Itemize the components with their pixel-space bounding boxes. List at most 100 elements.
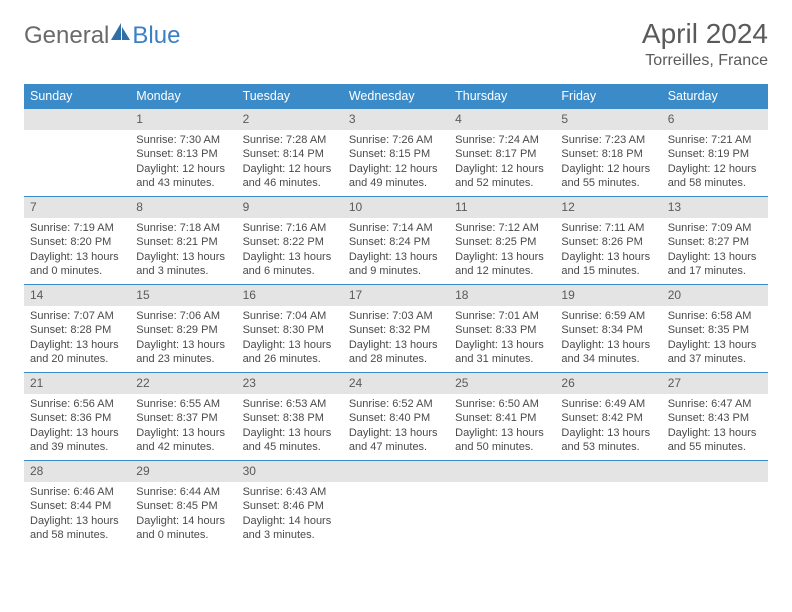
day-number: 5 — [555, 108, 661, 130]
calendar-cell: 22Sunrise: 6:55 AMSunset: 8:37 PMDayligh… — [130, 372, 236, 460]
sunrise-text: Sunrise: 6:43 AM — [243, 485, 337, 499]
calendar-cell: 2Sunrise: 7:28 AMSunset: 8:14 PMDaylight… — [237, 108, 343, 196]
sunset-text: Sunset: 8:46 PM — [243, 499, 337, 513]
sunrise-text: Sunrise: 7:21 AM — [668, 133, 762, 147]
sunset-text: Sunset: 8:17 PM — [455, 147, 549, 161]
sunrise-text: Sunrise: 7:06 AM — [136, 309, 230, 323]
sunrise-text: Sunrise: 7:16 AM — [243, 221, 337, 235]
title-block: April 2024 Torreilles, France — [642, 18, 768, 70]
day-number: 29 — [130, 460, 236, 482]
day-content: Sunrise: 6:43 AMSunset: 8:46 PMDaylight:… — [237, 482, 343, 547]
day-content: Sunrise: 7:26 AMSunset: 8:15 PMDaylight:… — [343, 130, 449, 195]
sunrise-text: Sunrise: 6:50 AM — [455, 397, 549, 411]
daylight-text: Daylight: 13 hours and 3 minutes. — [136, 250, 230, 278]
calendar-row: 7Sunrise: 7:19 AMSunset: 8:20 PMDaylight… — [24, 196, 768, 284]
sunset-text: Sunset: 8:24 PM — [349, 235, 443, 249]
day-content: Sunrise: 6:55 AMSunset: 8:37 PMDaylight:… — [130, 394, 236, 459]
day-content: Sunrise: 6:46 AMSunset: 8:44 PMDaylight:… — [24, 482, 130, 547]
day-content: Sunrise: 7:01 AMSunset: 8:33 PMDaylight:… — [449, 306, 555, 371]
calendar-cell-empty: . — [343, 460, 449, 548]
sunrise-text: Sunrise: 6:58 AM — [668, 309, 762, 323]
daylight-text: Daylight: 12 hours and 46 minutes. — [243, 162, 337, 190]
calendar-cell: 17Sunrise: 7:03 AMSunset: 8:32 PMDayligh… — [343, 284, 449, 372]
calendar-cell: 7Sunrise: 7:19 AMSunset: 8:20 PMDaylight… — [24, 196, 130, 284]
sunrise-text: Sunrise: 7:18 AM — [136, 221, 230, 235]
day-number: . — [555, 460, 661, 482]
day-number: 1 — [130, 108, 236, 130]
calendar-cell: 6Sunrise: 7:21 AMSunset: 8:19 PMDaylight… — [662, 108, 768, 196]
sunrise-text: Sunrise: 7:01 AM — [455, 309, 549, 323]
day-number: 26 — [555, 372, 661, 394]
day-content: Sunrise: 6:49 AMSunset: 8:42 PMDaylight:… — [555, 394, 661, 459]
daylight-text: Daylight: 13 hours and 47 minutes. — [349, 426, 443, 454]
day-content: Sunrise: 7:06 AMSunset: 8:29 PMDaylight:… — [130, 306, 236, 371]
calendar-cell: 4Sunrise: 7:24 AMSunset: 8:17 PMDaylight… — [449, 108, 555, 196]
page-title: April 2024 — [642, 18, 768, 50]
weekday-header: Tuesday — [237, 84, 343, 108]
day-number: 4 — [449, 108, 555, 130]
day-number: 10 — [343, 196, 449, 218]
location-subtitle: Torreilles, France — [642, 52, 768, 70]
day-number: 22 — [130, 372, 236, 394]
day-content: Sunrise: 7:09 AMSunset: 8:27 PMDaylight:… — [662, 218, 768, 283]
day-number: 28 — [24, 460, 130, 482]
calendar-cell-empty: . — [555, 460, 661, 548]
calendar-cell: 16Sunrise: 7:04 AMSunset: 8:30 PMDayligh… — [237, 284, 343, 372]
logo: General Blue — [24, 18, 180, 50]
weekday-header: Sunday — [24, 84, 130, 108]
daylight-text: Daylight: 14 hours and 3 minutes. — [243, 514, 337, 542]
day-content: Sunrise: 7:30 AMSunset: 8:13 PMDaylight:… — [130, 130, 236, 195]
calendar-cell-empty: . — [662, 460, 768, 548]
sunrise-text: Sunrise: 6:59 AM — [561, 309, 655, 323]
weekday-header: Wednesday — [343, 84, 449, 108]
sunrise-text: Sunrise: 6:53 AM — [243, 397, 337, 411]
day-content: Sunrise: 7:14 AMSunset: 8:24 PMDaylight:… — [343, 218, 449, 283]
day-content: Sunrise: 7:18 AMSunset: 8:21 PMDaylight:… — [130, 218, 236, 283]
sunset-text: Sunset: 8:25 PM — [455, 235, 549, 249]
weekday-header: Friday — [555, 84, 661, 108]
sunset-text: Sunset: 8:42 PM — [561, 411, 655, 425]
calendar-cell: 29Sunrise: 6:44 AMSunset: 8:45 PMDayligh… — [130, 460, 236, 548]
day-number: . — [24, 108, 130, 130]
calendar-cell: 27Sunrise: 6:47 AMSunset: 8:43 PMDayligh… — [662, 372, 768, 460]
sunset-text: Sunset: 8:14 PM — [243, 147, 337, 161]
sunrise-text: Sunrise: 6:47 AM — [668, 397, 762, 411]
daylight-text: Daylight: 13 hours and 15 minutes. — [561, 250, 655, 278]
calendar-cell-empty: . — [449, 460, 555, 548]
sunset-text: Sunset: 8:15 PM — [349, 147, 443, 161]
calendar-row: 14Sunrise: 7:07 AMSunset: 8:28 PMDayligh… — [24, 284, 768, 372]
day-content: Sunrise: 7:16 AMSunset: 8:22 PMDaylight:… — [237, 218, 343, 283]
sunset-text: Sunset: 8:29 PM — [136, 323, 230, 337]
weekday-header: Monday — [130, 84, 236, 108]
sunset-text: Sunset: 8:37 PM — [136, 411, 230, 425]
sunrise-text: Sunrise: 7:26 AM — [349, 133, 443, 147]
day-content: Sunrise: 7:19 AMSunset: 8:20 PMDaylight:… — [24, 218, 130, 283]
sunset-text: Sunset: 8:36 PM — [30, 411, 124, 425]
day-content: Sunrise: 6:58 AMSunset: 8:35 PMDaylight:… — [662, 306, 768, 371]
day-content: Sunrise: 7:03 AMSunset: 8:32 PMDaylight:… — [343, 306, 449, 371]
day-content: Sunrise: 6:44 AMSunset: 8:45 PMDaylight:… — [130, 482, 236, 547]
sunrise-text: Sunrise: 7:03 AM — [349, 309, 443, 323]
header: General Blue April 2024 Torreilles, Fran… — [24, 18, 768, 70]
sunset-text: Sunset: 8:28 PM — [30, 323, 124, 337]
daylight-text: Daylight: 13 hours and 9 minutes. — [349, 250, 443, 278]
sunrise-text: Sunrise: 6:44 AM — [136, 485, 230, 499]
day-number: 23 — [237, 372, 343, 394]
daylight-text: Daylight: 12 hours and 49 minutes. — [349, 162, 443, 190]
sunrise-text: Sunrise: 7:28 AM — [243, 133, 337, 147]
calendar-cell: 3Sunrise: 7:26 AMSunset: 8:15 PMDaylight… — [343, 108, 449, 196]
daylight-text: Daylight: 13 hours and 0 minutes. — [30, 250, 124, 278]
sunset-text: Sunset: 8:34 PM — [561, 323, 655, 337]
calendar-row: .1Sunrise: 7:30 AMSunset: 8:13 PMDayligh… — [24, 108, 768, 196]
logo-sail-icon — [111, 20, 131, 48]
daylight-text: Daylight: 13 hours and 34 minutes. — [561, 338, 655, 366]
day-content — [24, 130, 130, 139]
sunrise-text: Sunrise: 6:55 AM — [136, 397, 230, 411]
day-content — [662, 482, 768, 491]
day-number: 15 — [130, 284, 236, 306]
sunrise-text: Sunrise: 7:11 AM — [561, 221, 655, 235]
calendar-cell: 23Sunrise: 6:53 AMSunset: 8:38 PMDayligh… — [237, 372, 343, 460]
sunrise-text: Sunrise: 6:56 AM — [30, 397, 124, 411]
calendar-row: 28Sunrise: 6:46 AMSunset: 8:44 PMDayligh… — [24, 460, 768, 548]
daylight-text: Daylight: 12 hours and 43 minutes. — [136, 162, 230, 190]
